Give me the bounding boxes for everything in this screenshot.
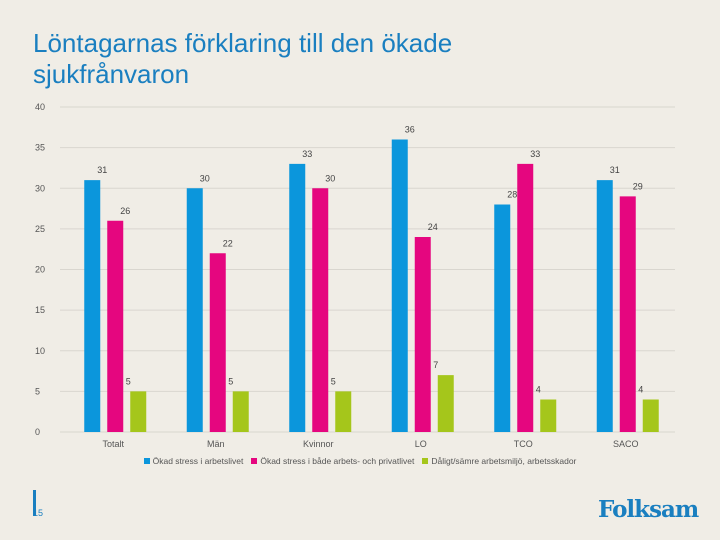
data-label: 28 <box>507 190 517 200</box>
x-tick-label: TCO <box>514 439 533 449</box>
legend-label-work-environment: Dåligt/sämre arbetsmiljö, arbetsskador <box>431 456 577 466</box>
footer-accent-line <box>33 490 36 516</box>
bar <box>209 253 226 432</box>
y-tick-label: 20 <box>35 265 45 275</box>
y-tick-label: 35 <box>35 143 45 153</box>
y-tick-label: 5 <box>35 386 40 396</box>
data-label: 30 <box>325 173 335 183</box>
legend-swatch-work-environment <box>422 458 429 464</box>
data-label: 31 <box>97 165 107 175</box>
bar <box>619 196 636 432</box>
x-tick-label: Totalt <box>102 439 124 449</box>
y-tick-label: 30 <box>35 183 45 193</box>
bar <box>312 188 329 432</box>
data-label: 26 <box>120 206 130 216</box>
bar-chart: 0 5 10 15 20 25 30 35 40 31 26 5 Totalt 30 22 5 Män 33 30 5… <box>35 102 675 449</box>
folksam-logo: Folksam <box>598 496 699 523</box>
bar <box>437 375 454 432</box>
data-label: 4 <box>638 385 643 395</box>
bar <box>289 163 306 432</box>
data-label: 29 <box>633 181 643 191</box>
data-label: 5 <box>126 376 131 386</box>
y-tick-label: 40 <box>35 102 45 112</box>
legend-swatch-stress-work <box>143 458 150 464</box>
bar <box>130 391 147 432</box>
data-label: 36 <box>405 125 415 135</box>
x-tick-label: Män <box>207 439 225 449</box>
data-label: 33 <box>302 149 312 159</box>
x-tick-label: Kvinnor <box>303 439 334 449</box>
bar <box>186 188 203 432</box>
data-label: 5 <box>331 376 336 386</box>
legend-item-work-environment: Dåligt/sämre arbetsmiljö, arbetsskador <box>422 456 576 466</box>
bar <box>107 220 124 432</box>
slide-title: Löntagarnas förklaring till den ökade sj… <box>33 28 453 89</box>
y-tick-label: 0 <box>35 427 40 437</box>
chart-legend: Ökad stress i arbetslivet Ökad stress i … <box>0 456 720 466</box>
y-tick-label: 15 <box>35 305 45 315</box>
data-label: 22 <box>223 238 233 248</box>
bar <box>335 391 352 432</box>
bar <box>494 204 511 432</box>
data-label: 31 <box>610 165 620 175</box>
y-tick-label: 10 <box>35 346 45 356</box>
legend-swatch-stress-both <box>251 458 258 464</box>
bar <box>540 399 557 432</box>
bar <box>642 399 659 432</box>
legend-label-stress-both: Ökad stress i både arbets- och privatliv… <box>260 456 415 466</box>
bar <box>84 180 101 432</box>
y-tick-label: 25 <box>35 224 45 234</box>
x-tick-label: LO <box>415 439 427 449</box>
bar <box>232 391 249 432</box>
data-label: 4 <box>536 385 541 395</box>
legend-item-stress-work: Ökad stress i arbetslivet <box>143 456 244 466</box>
legend-label-stress-work: Ökad stress i arbetslivet <box>152 456 244 466</box>
data-label: 30 <box>200 173 210 183</box>
bar <box>414 237 431 432</box>
legend-item-stress-both: Ökad stress i både arbets- och privatliv… <box>251 456 414 466</box>
data-label: 33 <box>530 149 540 159</box>
bar <box>596 180 613 432</box>
data-label: 5 <box>228 376 233 386</box>
bar <box>391 139 408 432</box>
bar <box>517 163 534 432</box>
page-number: 15 <box>33 508 44 518</box>
data-label: 7 <box>433 360 438 370</box>
data-label: 24 <box>428 222 438 232</box>
x-tick-label: SACO <box>613 439 639 449</box>
